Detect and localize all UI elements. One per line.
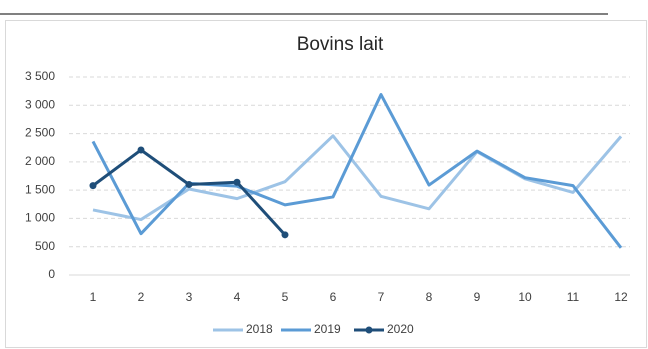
series-line (92, 134, 623, 222)
x-tick-label: 9 (474, 290, 481, 304)
x-tick-label: 8 (426, 290, 433, 304)
point (281, 231, 289, 239)
x-tick-label: 2 (138, 290, 145, 304)
x-tick-label: 5 (282, 290, 289, 304)
legend-marker (365, 326, 373, 334)
point (233, 178, 241, 186)
x-tick-label: 12 (614, 290, 628, 304)
legend-label: 2020 (387, 322, 414, 336)
y-tick-label: 1 500 (25, 182, 55, 196)
x-tick-label: 4 (234, 290, 241, 304)
y-tick-label: 1 000 (25, 211, 55, 225)
x-tick-label: 11 (567, 290, 580, 304)
x-tick-label: 6 (330, 290, 337, 304)
x-tick-label: 10 (518, 290, 532, 304)
legend-label: 2018 (246, 322, 273, 336)
y-tick-label: 3 500 (25, 69, 55, 83)
chart-border (5, 20, 647, 348)
y-tick-label: 2 000 (25, 154, 55, 168)
y-tick-label: 2 500 (25, 126, 55, 140)
series-line (91, 93, 623, 249)
chart-title: Bovins lait (297, 34, 384, 55)
point (89, 182, 97, 190)
point (137, 146, 145, 154)
legend-label: 2019 (314, 322, 341, 336)
x-tick-label: 3 (186, 290, 193, 304)
x-tick-label: 7 (378, 290, 385, 304)
point (185, 180, 193, 188)
y-tick-label: 0 (48, 267, 55, 281)
y-tick-label: 3 000 (25, 97, 55, 111)
x-tick-label: 1 (90, 290, 97, 304)
y-tick-label: 500 (35, 239, 55, 253)
